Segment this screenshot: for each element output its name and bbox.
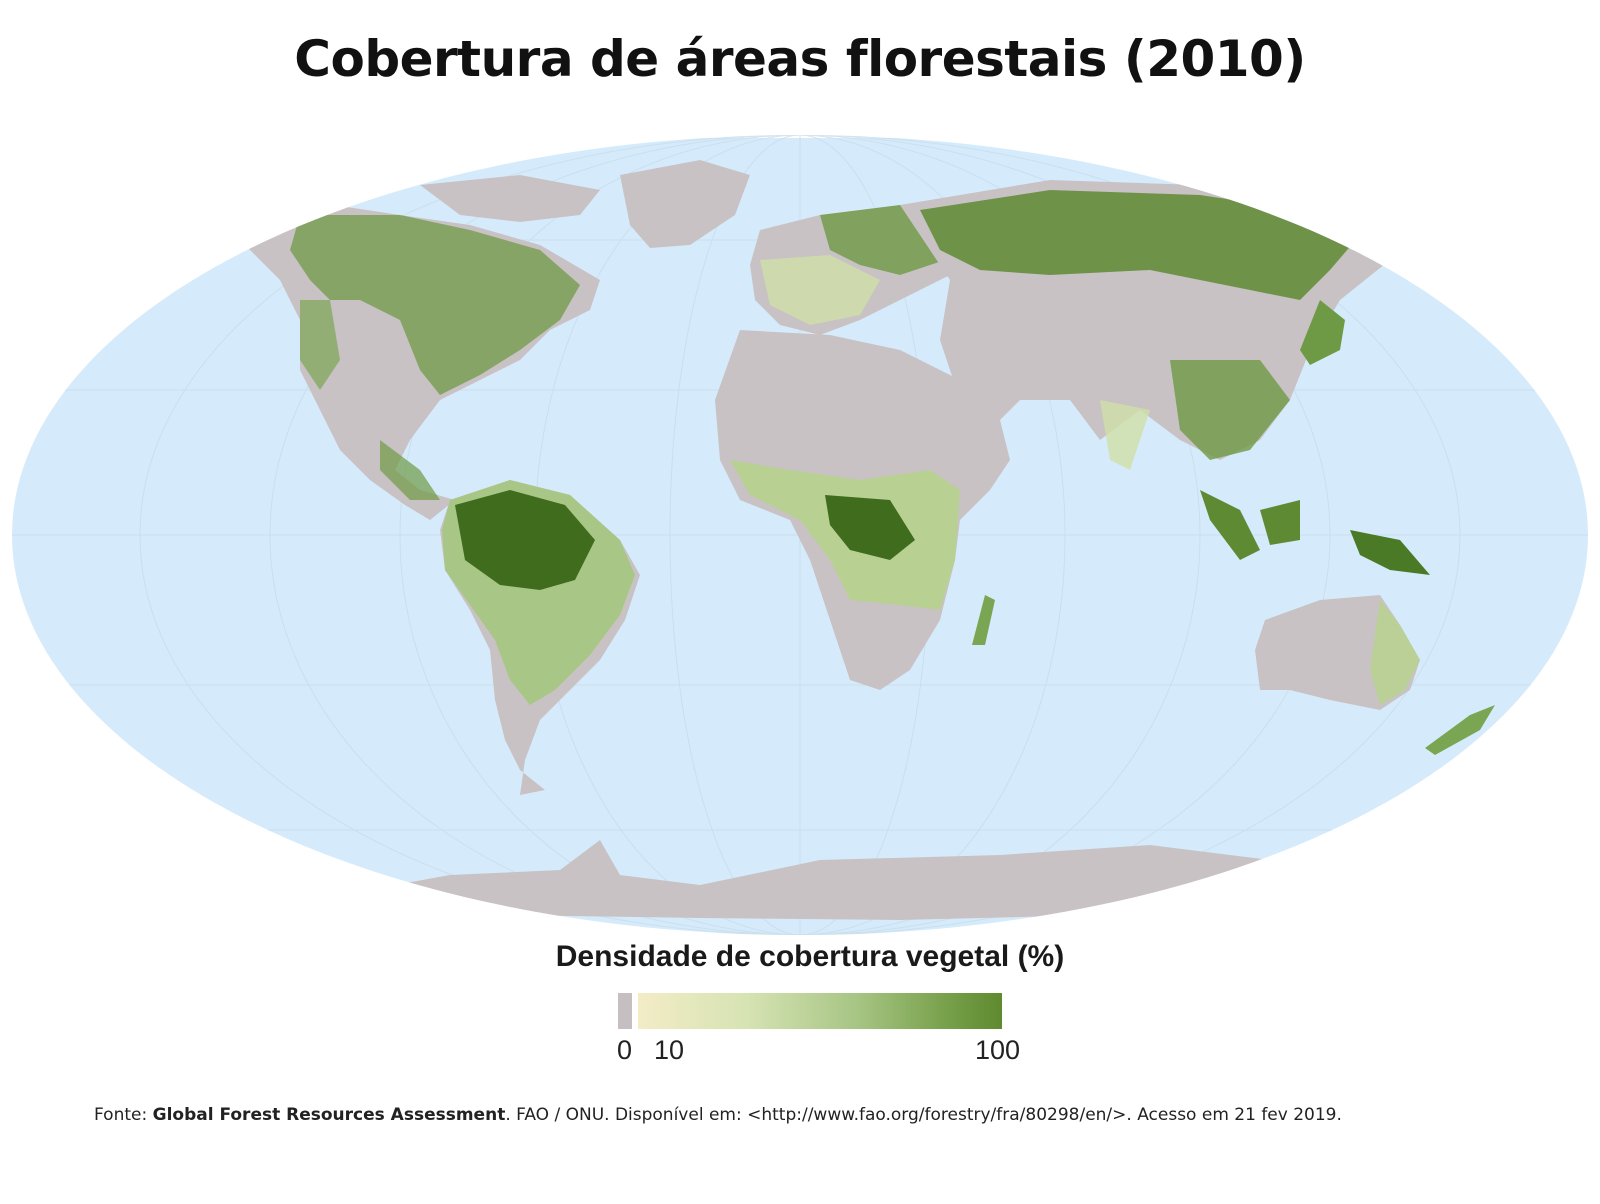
se-asia-islands — [1200, 490, 1260, 560]
source-title: Global Forest Resources Assessment — [152, 1105, 506, 1125]
map-title: Cobertura de áreas florestais (2010) — [294, 30, 1306, 88]
antarctica — [340, 840, 1300, 920]
legend-tick-0: 0 — [617, 1035, 633, 1065]
madagascar — [972, 595, 995, 645]
legend-title: Densidade de cobertura vegetal (%) — [555, 940, 1065, 973]
legend-tick-10: 10 — [654, 1035, 685, 1065]
legend-gradient-bar — [638, 993, 1002, 1029]
source-details: . FAO / ONU. Disponível em: <http://www.… — [505, 1105, 1342, 1125]
legend-zero-swatch — [618, 993, 632, 1029]
source-credit: Fonte: Global Forest Resources Assessmen… — [94, 1105, 1342, 1125]
legend-tick-100: 100 — [975, 1035, 1021, 1065]
arctic-islands — [420, 175, 600, 222]
japan — [1300, 300, 1345, 365]
source-prefix: Fonte: — [94, 1105, 153, 1125]
new-zealand — [1425, 705, 1495, 755]
greenland — [620, 160, 750, 248]
